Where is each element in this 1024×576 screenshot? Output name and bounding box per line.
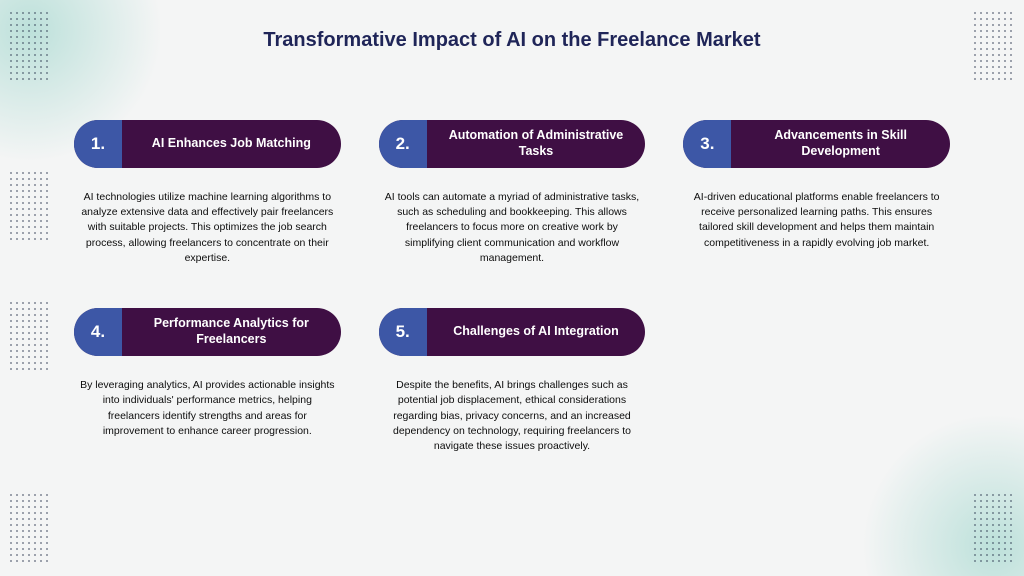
dot-grid: [8, 492, 52, 566]
card-label: Challenges of AI Integration: [427, 308, 646, 356]
card-2: 2. Automation of Administrative Tasks AI…: [379, 120, 646, 266]
card-5: 5. Challenges of AI Integration Despite …: [379, 308, 646, 454]
card-4: 4. Performance Analytics for Freelancers…: [74, 308, 341, 454]
card-3: 3. Advancements in Skill Development AI-…: [683, 120, 950, 266]
card-pill: 3. Advancements in Skill Development: [683, 120, 950, 168]
card-pill: 2. Automation of Administrative Tasks: [379, 120, 646, 168]
card-number: 4.: [74, 308, 122, 356]
dot-grid: [8, 300, 52, 374]
card-label: Automation of Administrative Tasks: [427, 120, 646, 168]
card-description: AI tools can automate a myriad of admini…: [379, 190, 646, 266]
card-description: Despite the benefits, AI brings challeng…: [379, 378, 646, 454]
card-number: 5.: [379, 308, 427, 356]
card-description: By leveraging analytics, AI provides act…: [74, 378, 341, 439]
card-label: Performance Analytics for Freelancers: [122, 308, 341, 356]
card-label: Advancements in Skill Development: [731, 120, 950, 168]
card-pill: 1. AI Enhances Job Matching: [74, 120, 341, 168]
card-pill: 5. Challenges of AI Integration: [379, 308, 646, 356]
card-pill: 4. Performance Analytics for Freelancers: [74, 308, 341, 356]
card-1: 1. AI Enhances Job Matching AI technolog…: [74, 120, 341, 266]
dot-grid: [972, 492, 1016, 566]
page-title: Transformative Impact of AI on the Freel…: [232, 0, 792, 53]
dot-grid: [8, 170, 52, 244]
dot-grid: [972, 10, 1016, 84]
card-number: 1.: [74, 120, 122, 168]
card-description: AI-driven educational platforms enable f…: [683, 190, 950, 251]
card-number: 2.: [379, 120, 427, 168]
card-number: 3.: [683, 120, 731, 168]
card-description: AI technologies utilize machine learning…: [74, 190, 341, 266]
cards-grid: 1. AI Enhances Job Matching AI technolog…: [74, 120, 950, 454]
card-label: AI Enhances Job Matching: [122, 120, 341, 168]
dot-grid: [8, 10, 52, 84]
